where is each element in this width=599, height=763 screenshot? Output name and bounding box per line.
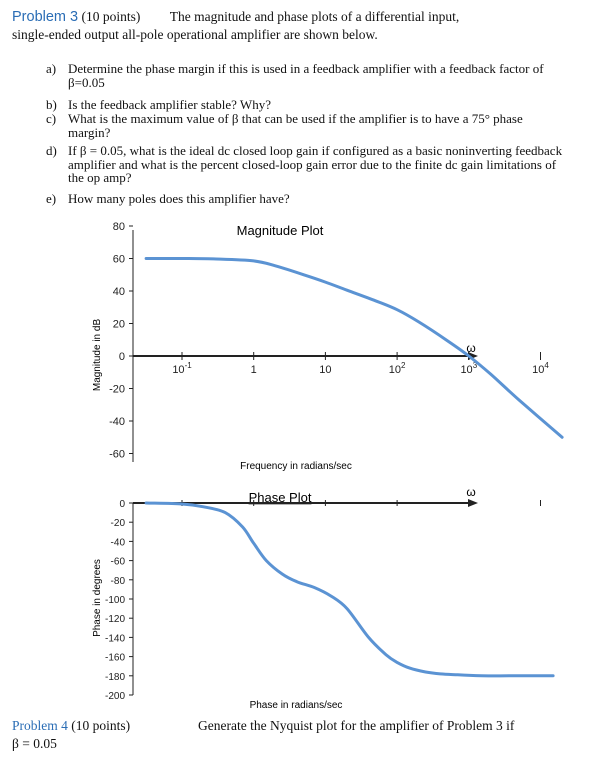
magnitude-x-tick-label: 103 — [460, 361, 477, 376]
question-item: a) Determine the phase margin if this is … — [46, 62, 566, 89]
phase-ylabel: Phase in degrees — [92, 559, 103, 637]
magnitude-x-tick-exponent: 4 — [544, 361, 549, 370]
problem4-text: Generate the Nyquist plot for the amplif… — [198, 718, 515, 733]
magnitude-ylabel: Magnitude in dB — [92, 319, 103, 392]
magnitude-x-tick-label: 10-1 — [172, 361, 192, 376]
problem3-intro-line2: single-ended output all-pole operational… — [12, 27, 378, 42]
question-item: d) If β = 0.05, what is the ideal dc clos… — [46, 144, 566, 185]
magnitude-y-tick-label: 0 — [119, 351, 125, 363]
phase-y-tick-label: -20 — [111, 518, 126, 529]
phase-y-tick-label: -200 — [105, 691, 125, 702]
magnitude-xlabel: Frequency in radians/sec — [240, 461, 352, 472]
question-letter: e) — [46, 191, 57, 206]
question-letter: d) — [46, 143, 57, 158]
magnitude-series-line — [144, 256, 564, 439]
phase-y-tick-label: -140 — [105, 633, 125, 644]
magnitude-x-tick-label: 1 — [251, 364, 257, 376]
magnitude-x-tick-exponent: -1 — [185, 361, 193, 370]
magnitude-y-tick-label: 60 — [113, 254, 125, 266]
phase-y-tick-label: -40 — [111, 537, 126, 548]
question-text: Is the feedback amplifier stable? Why? — [68, 97, 271, 112]
problem3-heading: Problem 3 (10 points) The magnitude and … — [12, 9, 459, 25]
magnitude-x-tick-exponent: 3 — [473, 361, 478, 370]
question-letter: a) — [46, 61, 57, 76]
phase-y-tick-label: -180 — [105, 672, 125, 683]
magnitude-y-tick-label: -60 — [109, 449, 125, 461]
question-item: e) How many poles does this amplifier hav… — [46, 192, 566, 206]
magnitude-y-tick-label: -40 — [109, 416, 125, 428]
phase-axis-symbol: ω — [466, 485, 475, 499]
magnitude-x-tick-label: 10 — [319, 364, 331, 376]
question-text: How many poles does this amplifier have? — [68, 191, 290, 206]
question-text: What is the maximum value of β that can … — [68, 111, 523, 140]
magnitude-plot: Magnitude in dB Magnitude Plot ω Frequen… — [92, 221, 564, 472]
question-item: b) Is the feedback amplifier stable? Why? — [46, 98, 566, 112]
phase-series-line — [144, 501, 555, 678]
phase-x-axis-arrow — [468, 499, 478, 507]
question-text: If β = 0.05, what is the ideal dc closed… — [68, 143, 563, 185]
phase-y-tick-label: 0 — [119, 499, 125, 510]
magnitude-title: Magnitude Plot — [237, 223, 324, 238]
question-letter: c) — [46, 111, 57, 126]
problem4-label: Problem 4 — [12, 718, 68, 733]
problem4-heading: Problem 4 (10 points) — [12, 718, 130, 734]
magnitude-x-tick-exponent: 2 — [401, 361, 406, 370]
magnitude-axis-symbol: ω — [466, 341, 475, 355]
magnitude-y-tick-label: -20 — [109, 384, 125, 396]
phase-y-tick-label: -120 — [105, 614, 125, 625]
problem3-label: Problem 3 — [12, 9, 79, 25]
question-text: Determine the phase margin if this is us… — [68, 61, 544, 90]
question-letter: b) — [46, 97, 57, 112]
magnitude-y-tick-label: 80 — [113, 221, 125, 233]
magnitude-x-tick-label: 102 — [389, 361, 406, 376]
phase-y-tick-label: -100 — [105, 595, 125, 606]
magnitude-y-tick-label: 20 — [113, 319, 125, 331]
problem3-intro-line1: The magnitude and phase plots of a diffe… — [169, 9, 460, 24]
magnitude-x-tick-label: 104 — [532, 361, 549, 376]
magnitude-y-tick-label: 40 — [113, 286, 125, 298]
problem4-beta: β = 0.05 — [12, 736, 57, 751]
problem3-points: (10 points) — [81, 9, 141, 24]
phase-xlabel: Phase in radians/sec — [250, 700, 343, 711]
phase-title: Phase Plot — [249, 490, 312, 505]
phase-y-tick-label: -160 — [105, 653, 125, 664]
question-item: c) What is the maximum value of β that ca… — [46, 112, 566, 139]
phase-y-tick-label: -60 — [111, 557, 126, 568]
problem4-points: (10 points) — [71, 718, 131, 733]
phase-y-tick-label: -80 — [111, 576, 126, 587]
phase-plot: Phase in degrees Phase Plot ω Phase in r… — [92, 485, 555, 711]
